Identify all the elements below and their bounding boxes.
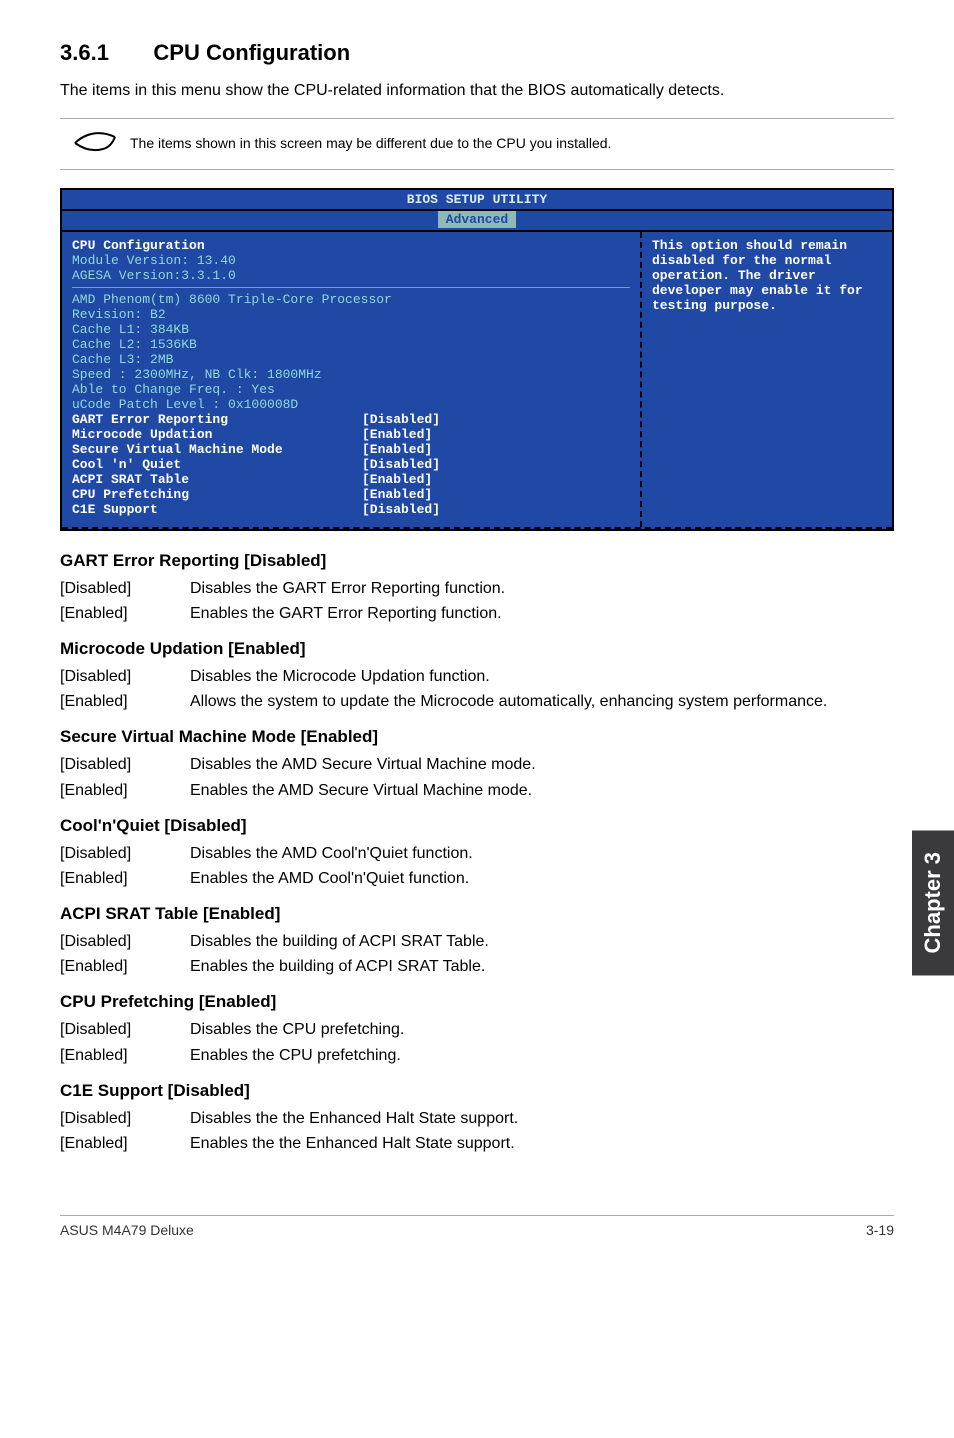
bios-cache-l3: Cache L3: 2MB: [72, 352, 630, 367]
bios-module-version: Module Version: 13.40: [72, 253, 630, 268]
option-key: [Disabled]: [60, 930, 190, 953]
option-key: [Enabled]: [60, 779, 190, 802]
option-description-row: [Enabled]Enables the the Enhanced Halt S…: [60, 1132, 894, 1155]
option-description: Enables the building of ACPI SRAT Table.: [190, 955, 485, 978]
bios-cpu-config-heading: CPU Configuration: [72, 238, 630, 253]
bios-option-row[interactable]: GART Error Reporting[Disabled]: [72, 412, 630, 427]
bios-option-value: [Disabled]: [362, 457, 440, 472]
option-description: Disables the CPU prefetching.: [190, 1018, 404, 1041]
bios-option-value: [Disabled]: [362, 502, 440, 517]
option-description: Disables the Microcode Updation function…: [190, 665, 490, 688]
option-description: Disables the building of ACPI SRAT Table…: [190, 930, 489, 953]
bios-title: BIOS SETUP UTILITY: [62, 190, 892, 211]
bios-option-label: CPU Prefetching: [72, 487, 362, 502]
option-description-row: [Enabled]Allows the system to update the…: [60, 690, 894, 713]
option-description-row: [Disabled]Disables the Microcode Updatio…: [60, 665, 894, 688]
bios-agesa-version: AGESA Version:3.3.1.0: [72, 268, 630, 283]
option-key: [Disabled]: [60, 665, 190, 688]
subsection-heading: Cool'n'Quiet [Disabled]: [60, 816, 894, 836]
section-header: 3.6.1 CPU Configuration: [60, 40, 894, 66]
option-description: Enables the AMD Secure Virtual Machine m…: [190, 779, 532, 802]
subsection-heading: ACPI SRAT Table [Enabled]: [60, 904, 894, 924]
subsection-heading: Secure Virtual Machine Mode [Enabled]: [60, 727, 894, 747]
option-description: Enables the the Enhanced Halt State supp…: [190, 1132, 515, 1155]
bios-revision: Revision: B2: [72, 307, 630, 322]
option-description: Enables the AMD Cool'n'Quiet function.: [190, 867, 469, 890]
option-description-row: [Disabled]Disables the building of ACPI …: [60, 930, 894, 953]
option-key: [Enabled]: [60, 1132, 190, 1155]
bios-option-row[interactable]: ACPI SRAT Table[Enabled]: [72, 472, 630, 487]
subsection-heading: GART Error Reporting [Disabled]: [60, 551, 894, 571]
bios-tab-advanced[interactable]: Advanced: [438, 211, 516, 228]
option-description-row: [Disabled]Disables the the Enhanced Halt…: [60, 1107, 894, 1130]
option-description-row: [Disabled]Disables the AMD Secure Virtua…: [60, 753, 894, 776]
option-key: [Disabled]: [60, 577, 190, 600]
option-description: Disables the AMD Cool'n'Quiet function.: [190, 842, 473, 865]
bios-option-label: Microcode Updation: [72, 427, 362, 442]
bios-option-label: ACPI SRAT Table: [72, 472, 362, 487]
bios-option-row[interactable]: Microcode Updation[Enabled]: [72, 427, 630, 442]
bios-option-row[interactable]: Cool 'n' Quiet[Disabled]: [72, 457, 630, 472]
intro-text: The items in this menu show the CPU-rela…: [60, 80, 894, 102]
option-description: Enables the GART Error Reporting functio…: [190, 602, 502, 625]
option-description: Enables the CPU prefetching.: [190, 1044, 401, 1067]
option-description-row: [Enabled]Enables the CPU prefetching.: [60, 1044, 894, 1067]
option-description: Disables the GART Error Reporting functi…: [190, 577, 505, 600]
bios-tab-row: Advanced: [62, 211, 892, 232]
bios-option-value: [Enabled]: [362, 472, 432, 487]
note-icon: [60, 125, 130, 163]
section-title: CPU Configuration: [153, 40, 350, 65]
subsection-heading: C1E Support [Disabled]: [60, 1081, 894, 1101]
option-key: [Enabled]: [60, 867, 190, 890]
bios-option-value: [Enabled]: [362, 442, 432, 457]
subsection-heading: Microcode Updation [Enabled]: [60, 639, 894, 659]
bios-ucode: uCode Patch Level : 0x100008D: [72, 397, 630, 412]
bios-option-row[interactable]: CPU Prefetching[Enabled]: [72, 487, 630, 502]
option-key: [Disabled]: [60, 842, 190, 865]
bios-option-row[interactable]: C1E Support[Disabled]: [72, 502, 630, 517]
bios-option-label: GART Error Reporting: [72, 412, 362, 427]
bios-cache-l2: Cache L2: 1536KB: [72, 337, 630, 352]
bios-option-row[interactable]: Secure Virtual Machine Mode[Enabled]: [72, 442, 630, 457]
bios-option-value: [Enabled]: [362, 427, 432, 442]
footer-left: ASUS M4A79 Deluxe: [60, 1222, 194, 1238]
section-number: 3.6.1: [60, 40, 109, 66]
option-key: [Enabled]: [60, 602, 190, 625]
option-description: Allows the system to update the Microcod…: [190, 690, 827, 713]
bios-speed: Speed : 2300MHz, NB Clk: 1800MHz: [72, 367, 630, 382]
bios-able-change: Able to Change Freq. : Yes: [72, 382, 630, 397]
option-description-row: [Enabled]Enables the building of ACPI SR…: [60, 955, 894, 978]
option-description-row: [Enabled]Enables the GART Error Reportin…: [60, 602, 894, 625]
option-description-row: [Disabled]Disables the AMD Cool'n'Quiet …: [60, 842, 894, 865]
bios-left-pane: CPU Configuration Module Version: 13.40 …: [62, 232, 642, 527]
option-key: [Enabled]: [60, 1044, 190, 1067]
option-description: Disables the AMD Secure Virtual Machine …: [190, 753, 536, 776]
option-key: [Disabled]: [60, 1107, 190, 1130]
chapter-side-tab: Chapter 3: [912, 830, 954, 975]
option-key: [Disabled]: [60, 753, 190, 776]
bios-option-label: Secure Virtual Machine Mode: [72, 442, 362, 457]
option-key: [Disabled]: [60, 1018, 190, 1041]
option-description: Disables the the Enhanced Halt State sup…: [190, 1107, 518, 1130]
option-key: [Enabled]: [60, 955, 190, 978]
footer-right: 3-19: [866, 1222, 894, 1238]
note-text: The items shown in this screen may be di…: [130, 134, 611, 154]
option-key: [Enabled]: [60, 690, 190, 713]
subsection-heading: CPU Prefetching [Enabled]: [60, 992, 894, 1012]
bios-option-value: [Enabled]: [362, 487, 432, 502]
option-description-row: [Disabled]Disables the CPU prefetching.: [60, 1018, 894, 1041]
note-box: The items shown in this screen may be di…: [60, 118, 894, 170]
bios-screenshot: BIOS SETUP UTILITY Advanced CPU Configur…: [60, 188, 894, 531]
bios-option-label: Cool 'n' Quiet: [72, 457, 362, 472]
bios-cpu-name: AMD Phenom(tm) 8600 Triple-Core Processo…: [72, 292, 630, 307]
bios-help-pane: This option should remain disabled for t…: [642, 232, 892, 527]
option-description-row: [Enabled]Enables the AMD Secure Virtual …: [60, 779, 894, 802]
option-description-row: [Enabled]Enables the AMD Cool'n'Quiet fu…: [60, 867, 894, 890]
bios-option-value: [Disabled]: [362, 412, 440, 427]
page-footer: ASUS M4A79 Deluxe 3-19: [60, 1215, 894, 1238]
bios-cache-l1: Cache L1: 384KB: [72, 322, 630, 337]
option-description-row: [Disabled]Disables the GART Error Report…: [60, 577, 894, 600]
bios-option-label: C1E Support: [72, 502, 362, 517]
